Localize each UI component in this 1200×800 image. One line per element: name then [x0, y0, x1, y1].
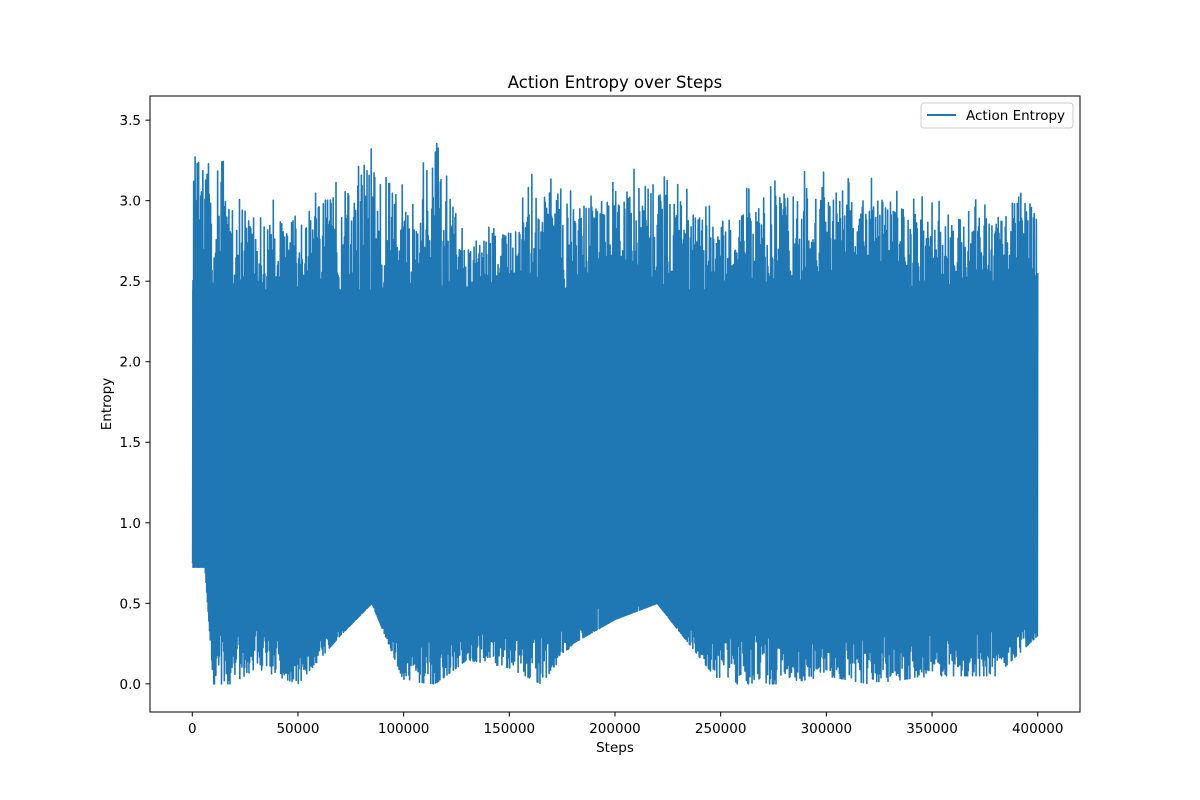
x-tick-label: 50000: [276, 721, 319, 737]
y-tick-label: 0.5: [120, 596, 141, 612]
chart-title: Action Entropy over Steps: [508, 73, 722, 92]
legend: Action Entropy: [920, 102, 1074, 129]
x-tick-label: 250000: [695, 721, 747, 737]
y-tick-label: 1.5: [120, 435, 141, 451]
x-tick-label: 300000: [801, 721, 853, 737]
y-tick-label: 0.0: [120, 677, 141, 693]
x-tick-label: 200000: [589, 721, 641, 737]
x-tick-label: 100000: [378, 721, 430, 737]
y-axis-title: Entropy: [99, 378, 115, 430]
y-tick-label: 2.5: [120, 274, 141, 290]
series-layer: [191, 142, 1039, 685]
y-tick-label: 1.0: [120, 516, 141, 532]
y-axis: 0.0 0.5 1.0 1.5 2.0 2.5 3.0 3.5: [120, 113, 150, 693]
y-tick-label: 3.0: [120, 194, 141, 210]
x-tick-label: 400000: [1012, 721, 1064, 737]
x-tick-label: 150000: [484, 721, 536, 737]
x-tick-label: 0: [188, 721, 197, 737]
y-tick-label: 3.5: [120, 113, 141, 129]
series-line-action-entropy: [191, 142, 1039, 685]
x-axis-title: Steps: [596, 740, 634, 756]
legend-label-action-entropy: Action Entropy: [966, 108, 1065, 124]
legend-box: [920, 102, 1074, 129]
x-axis: 0 50000 100000 150000 200000 250000 300000 3500…: [188, 712, 1064, 737]
y-tick-label: 2.0: [120, 355, 141, 371]
x-tick-label: 350000: [906, 721, 958, 737]
